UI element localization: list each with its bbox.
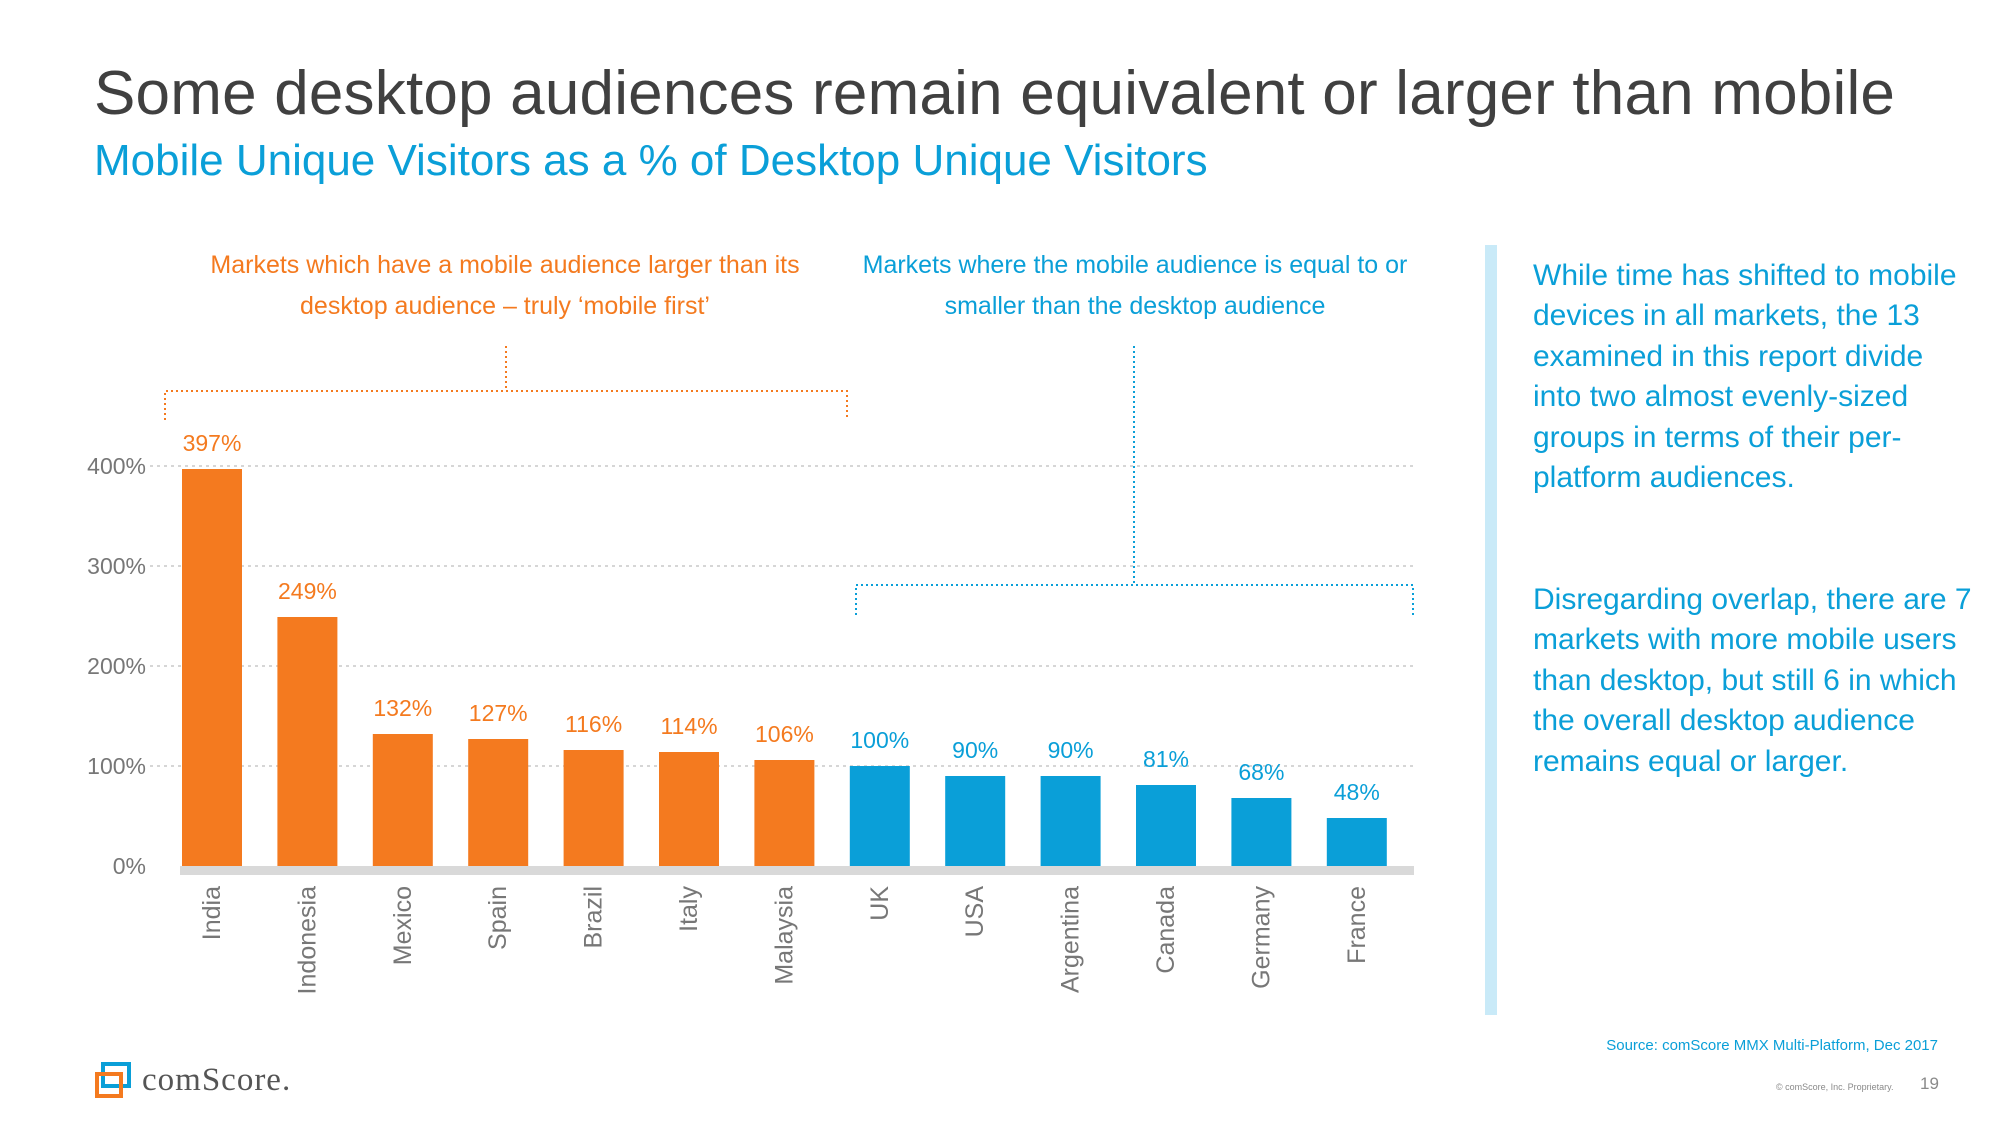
data-label: 68% xyxy=(1238,759,1284,785)
mobile-first-bracket xyxy=(164,390,848,420)
bar xyxy=(468,739,529,866)
y-tick-label: 100% xyxy=(87,753,146,779)
data-label: 81% xyxy=(1143,746,1189,772)
desktop-group-label: Markets where the mobile audience is equ… xyxy=(862,251,1408,320)
bar xyxy=(945,776,1006,866)
category-label: Germany xyxy=(1247,886,1275,989)
x-axis-baseline xyxy=(180,866,1414,875)
data-label: 397% xyxy=(183,430,242,456)
bar xyxy=(182,469,242,866)
data-label: 132% xyxy=(373,695,432,721)
data-label: 106% xyxy=(755,721,814,747)
bar xyxy=(754,760,815,866)
mobile-first-group-label: Markets which have a mobile audience lar… xyxy=(210,251,800,320)
slide-title: Some desktop audiences remain equivalent… xyxy=(94,59,1896,128)
category-label: Spain xyxy=(484,886,512,950)
category-label: Malaysia xyxy=(770,886,798,985)
sidebar-accent-bar xyxy=(1485,245,1497,1015)
y-tick-label: 200% xyxy=(87,653,146,679)
data-label: 90% xyxy=(952,737,998,763)
logo-text: comScore. xyxy=(142,1061,292,1098)
page-number: 19 xyxy=(1920,1074,1939,1093)
data-label: 127% xyxy=(469,700,528,726)
category-label: Mexico xyxy=(389,886,417,965)
category-label: India xyxy=(198,886,226,940)
bar xyxy=(1136,785,1196,866)
data-label: 90% xyxy=(1048,737,1094,763)
bar xyxy=(372,734,433,866)
data-label: 116% xyxy=(565,711,622,737)
slide-subtitle: Mobile Unique Visitors as a % of Desktop… xyxy=(94,136,1208,185)
category-label: Indonesia xyxy=(293,886,321,995)
copyright-note: © comScore, Inc. Proprietary. xyxy=(1776,1082,1894,1092)
category-label: Italy xyxy=(675,886,703,932)
category-label: USA xyxy=(961,886,989,938)
desktop-bracket xyxy=(855,584,1414,615)
category-label: Argentina xyxy=(1057,886,1085,993)
data-label: 249% xyxy=(278,578,337,604)
logo-icon xyxy=(95,1062,131,1098)
bar xyxy=(1326,818,1387,866)
category-label: UK xyxy=(866,886,894,921)
bar xyxy=(659,752,719,866)
y-tick-label: 400% xyxy=(87,453,146,479)
bar xyxy=(1231,798,1292,866)
category-label: Canada xyxy=(1152,886,1180,974)
bar xyxy=(277,617,338,866)
sidebar-paragraph-1: While time has shifted to mobile devices… xyxy=(1533,259,1957,495)
source-note: Source: comScore MMX Multi-Platform, Dec… xyxy=(1606,1037,1938,1054)
bar xyxy=(849,766,910,866)
data-label: 114% xyxy=(660,713,717,739)
sidebar-paragraph-2: Disregarding overlap, there are 7 market… xyxy=(1533,583,1972,778)
bar xyxy=(563,750,624,866)
data-label: 48% xyxy=(1334,779,1380,805)
bar xyxy=(1040,776,1101,866)
category-label: Brazil xyxy=(580,886,608,949)
comscore-logo: comScore. xyxy=(94,1060,291,1100)
category-label: France xyxy=(1343,886,1371,964)
y-tick-label: 0% xyxy=(113,853,146,879)
y-tick-label: 300% xyxy=(87,553,146,579)
data-label: 100% xyxy=(850,727,909,753)
